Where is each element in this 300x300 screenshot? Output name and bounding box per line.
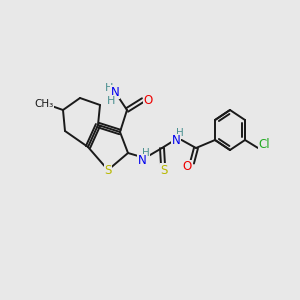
Text: S: S	[104, 164, 112, 176]
Text: O: O	[182, 160, 192, 173]
Text: S: S	[160, 164, 168, 176]
Text: N: N	[172, 134, 180, 148]
Text: Cl: Cl	[258, 137, 270, 151]
Text: N: N	[111, 85, 119, 98]
Text: O: O	[143, 94, 153, 106]
Text: N: N	[138, 154, 146, 167]
Text: H: H	[176, 128, 184, 138]
Text: CH₃: CH₃	[34, 99, 54, 109]
Text: H: H	[107, 96, 115, 106]
Text: H: H	[142, 148, 150, 158]
Text: H: H	[105, 83, 113, 93]
